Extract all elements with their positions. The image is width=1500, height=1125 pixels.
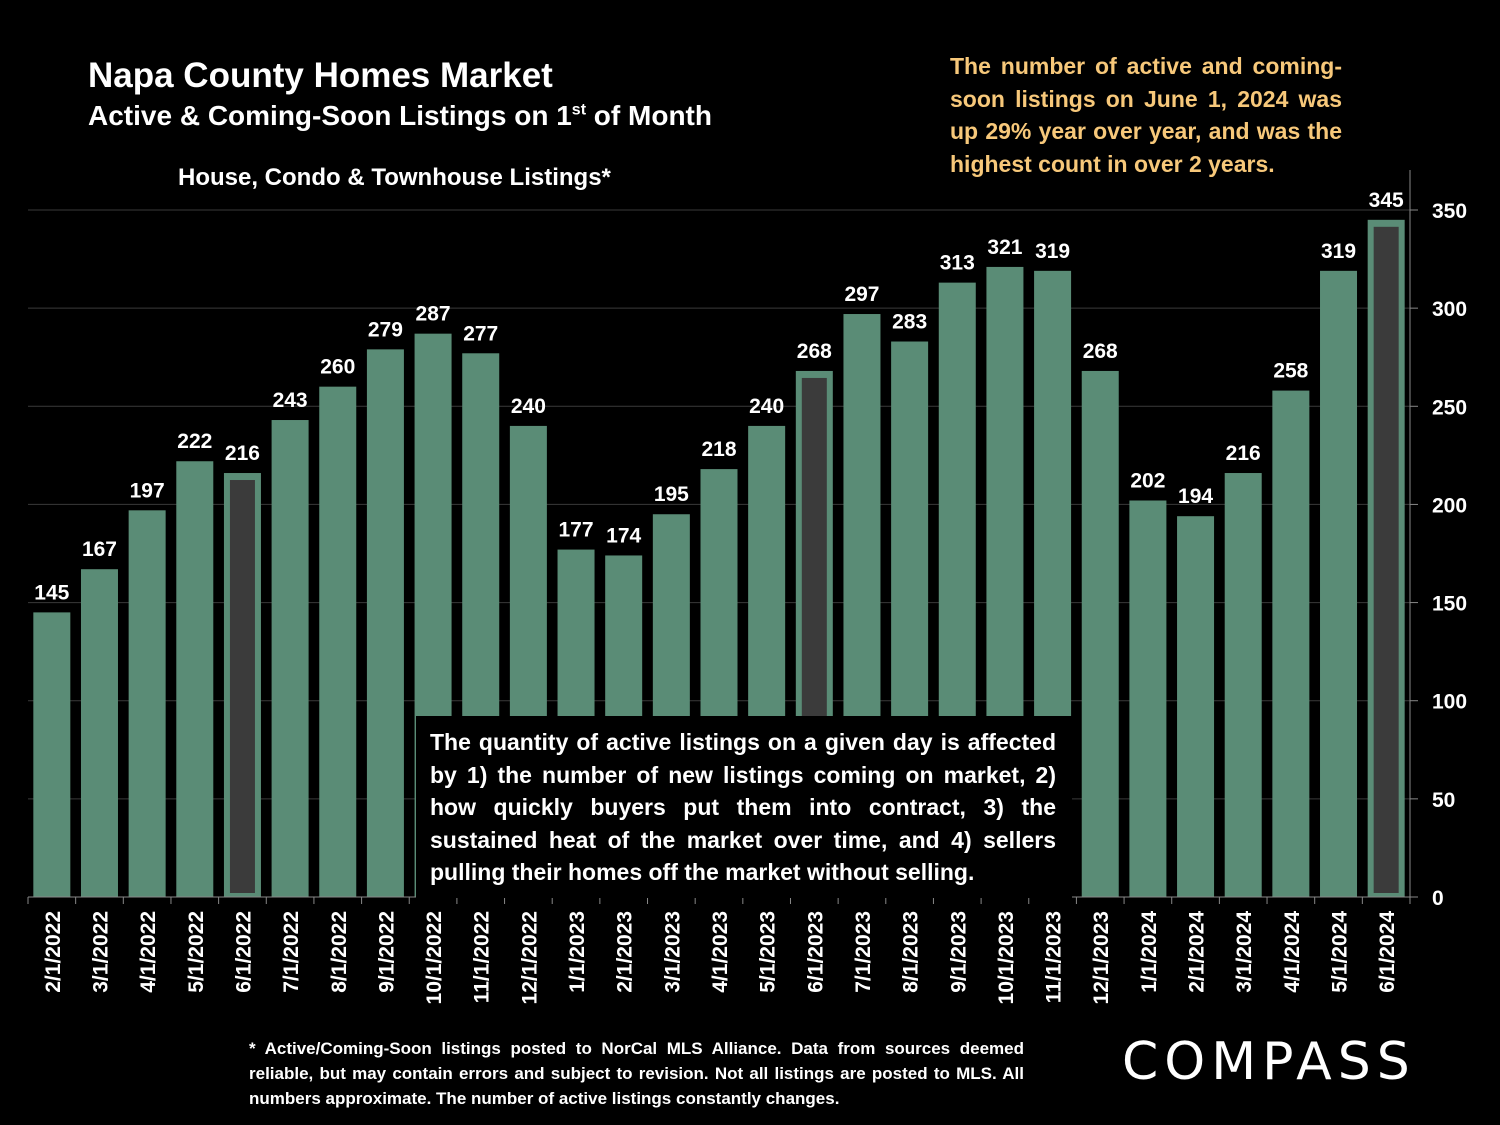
bar-4/1/2022: [128, 510, 166, 897]
callout-summary: The number of active and coming-soon lis…: [950, 53, 1342, 177]
x-tick-label: 6/1/2023: [804, 911, 827, 993]
value-label: 277: [463, 322, 498, 345]
value-label: 216: [225, 442, 260, 465]
bar-7/1/2022: [271, 420, 309, 897]
x-tick-label: 3/1/2024: [1233, 911, 1256, 993]
x-tick-label: 8/1/2023: [900, 911, 923, 993]
bar-9/1/2022: [366, 349, 404, 897]
bar-2/1/2024: [1177, 516, 1215, 897]
value-label: 268: [797, 340, 832, 363]
x-tick-label: 2/1/2022: [42, 911, 65, 993]
x-tick-label: 11/1/2022: [471, 911, 494, 1003]
x-tick-label: 2/1/2024: [1186, 911, 1209, 993]
x-tick-label: 4/1/2022: [137, 911, 160, 993]
bar-3/1/2022: [80, 569, 118, 897]
x-tick-labels: 2/1/2022 3/1/2022 4/1/2022 5/1/2022 6/1/2022…: [42, 911, 1399, 1005]
callout-explanation-box: The quantity of active listings on a giv…: [416, 716, 1072, 898]
value-label: 216: [1226, 442, 1261, 465]
value-label: 240: [749, 395, 784, 418]
subtitle-superscript: st: [571, 101, 587, 119]
x-tick-label: 10/1/2022: [423, 911, 446, 1004]
x-tick-label: 6/1/2022: [232, 911, 255, 993]
x-tick-label: 4/1/2024: [1281, 911, 1304, 993]
value-label: 177: [559, 519, 594, 542]
x-tick-label: 8/1/2022: [328, 911, 351, 993]
x-tick-label: 2/1/2023: [614, 911, 637, 993]
x-tick-label: 1/1/2023: [566, 911, 589, 993]
bar-1/1/2024: [1129, 500, 1167, 897]
value-label: 174: [606, 524, 641, 547]
x-tick-label: 11/1/2023: [1043, 911, 1066, 1003]
x-tick-label: 7/1/2023: [852, 911, 875, 993]
x-tick-label: 10/1/2023: [995, 911, 1018, 1004]
value-label: 313: [940, 252, 975, 275]
value-label: 202: [1130, 470, 1165, 493]
value-label: 195: [654, 483, 689, 506]
value-label: 279: [368, 318, 403, 341]
value-label: 297: [844, 283, 879, 306]
y-tick-label: 0: [1432, 887, 1444, 910]
value-label: 319: [1321, 240, 1356, 263]
bar-4/1/2024: [1272, 390, 1310, 897]
bar-8/1/2022: [319, 386, 357, 897]
value-label: 287: [416, 303, 451, 326]
bar-2/1/2022: [33, 612, 71, 897]
y-tick-label: 300: [1432, 298, 1467, 321]
y-tick-label: 200: [1432, 494, 1467, 517]
chart-category-label: House, Condo & Townhouse Listings*: [178, 164, 611, 191]
bar-highlight-6/1/2024: [1373, 226, 1399, 894]
bar-12/1/2023: [1081, 370, 1119, 897]
value-labels: 145 167 197 222 216 243 260 279 287 277 240 177 174 1…: [34, 189, 1404, 605]
value-label: 321: [987, 236, 1022, 259]
value-label: 258: [1273, 360, 1308, 383]
x-tick-label: 6/1/2024: [1376, 911, 1399, 993]
y-tick-labels: 0 50 100 150 200 250 300 350: [1432, 200, 1467, 910]
x-tick-label: 9/1/2022: [375, 911, 398, 993]
chart-subtitle: Active & Coming-Soon Listings on 1st of …: [88, 100, 712, 132]
x-tick-label: 5/1/2022: [185, 911, 208, 993]
value-label: 345: [1369, 189, 1404, 212]
x-tick-label: 3/1/2023: [661, 911, 684, 993]
bar-5/1/2022: [176, 461, 214, 897]
bar-highlight-6/1/2022: [229, 480, 255, 893]
value-label: 240: [511, 395, 546, 418]
subtitle-end: of Month: [586, 100, 712, 131]
y-tick-label: 250: [1432, 396, 1467, 419]
x-tick-label: 12/1/2022: [518, 911, 541, 1004]
footnote: * Active/Coming-Soon listings posted to …: [249, 1039, 1024, 1108]
value-label: 197: [130, 479, 165, 502]
page-title: Napa County Homes Market: [88, 56, 553, 95]
x-tick-label: 5/1/2023: [757, 911, 780, 993]
value-label: 222: [177, 430, 212, 453]
x-tick-label: 5/1/2024: [1329, 911, 1352, 993]
y-tick-label: 100: [1432, 691, 1467, 714]
y-tick-label: 50: [1432, 789, 1455, 812]
x-tick-label: 12/1/2023: [1090, 911, 1113, 1004]
value-label: 218: [701, 438, 736, 461]
value-label: 319: [1035, 240, 1070, 263]
x-tick-label: 3/1/2022: [89, 911, 112, 993]
compass-logo: COMPASS: [1122, 1032, 1416, 1092]
value-label: 268: [1083, 340, 1118, 363]
bar-5/1/2024: [1320, 270, 1358, 897]
value-label: 243: [273, 389, 308, 412]
value-label: 167: [82, 538, 117, 561]
x-tick-label: 1/1/2024: [1138, 911, 1161, 993]
x-tick-label: 7/1/2022: [280, 911, 303, 993]
x-tick-label: 9/1/2023: [947, 911, 970, 993]
bar-3/1/2024: [1224, 473, 1262, 897]
value-label: 260: [320, 356, 355, 379]
x-tick-label: 4/1/2023: [709, 911, 732, 993]
value-label: 283: [892, 311, 927, 334]
subtitle-main: Active & Coming-Soon Listings on 1: [88, 100, 572, 131]
y-tick-label: 150: [1432, 593, 1467, 616]
y-tick-label: 350: [1432, 200, 1467, 223]
value-label: 194: [1178, 485, 1213, 508]
value-label: 145: [34, 581, 69, 604]
